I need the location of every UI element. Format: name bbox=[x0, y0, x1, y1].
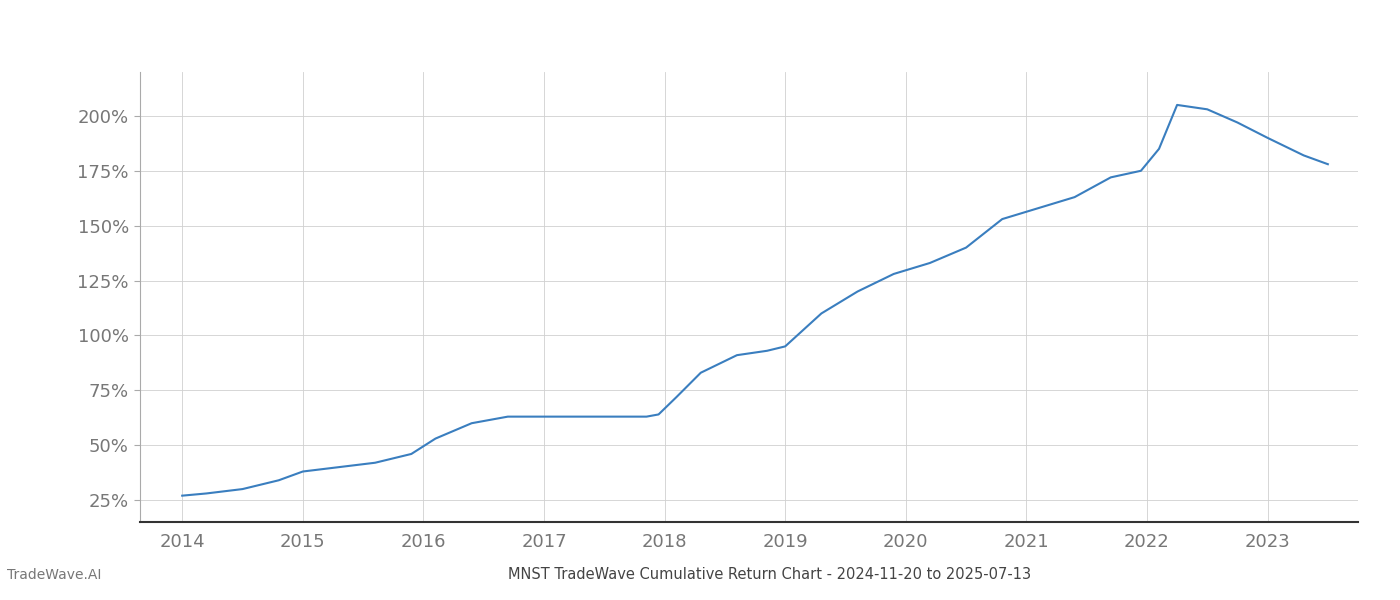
Text: MNST TradeWave Cumulative Return Chart - 2024-11-20 to 2025-07-13: MNST TradeWave Cumulative Return Chart -… bbox=[508, 567, 1032, 582]
Text: TradeWave.AI: TradeWave.AI bbox=[7, 568, 101, 582]
